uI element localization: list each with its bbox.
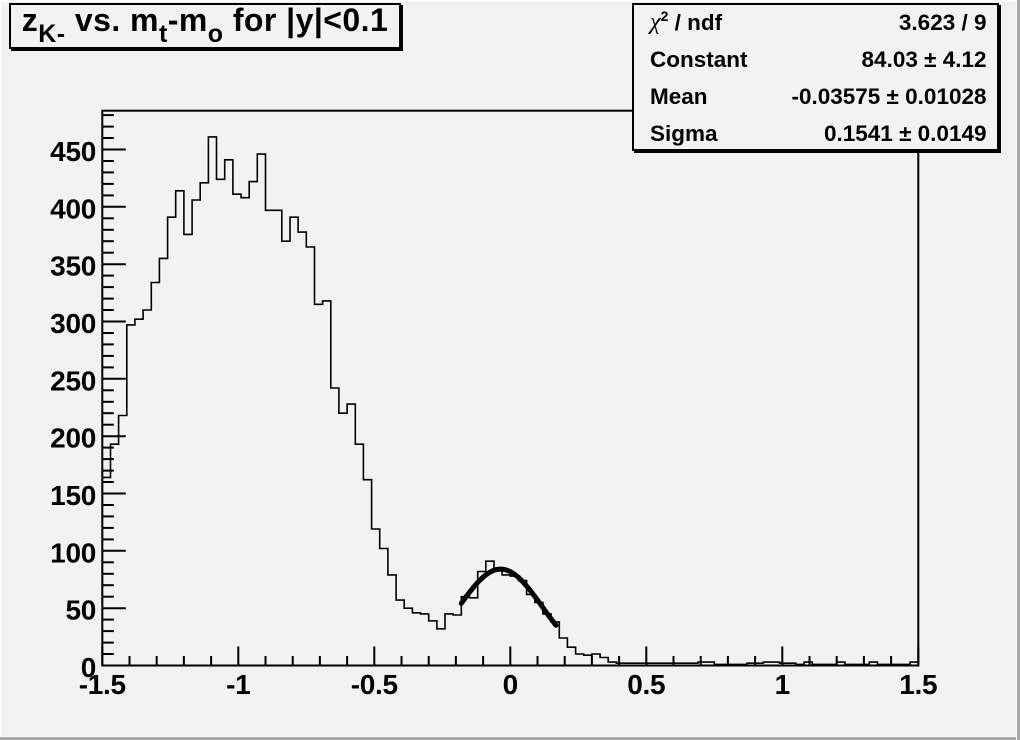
svg-text:0: 0 (81, 652, 96, 683)
svg-text:0: 0 (503, 669, 518, 700)
svg-text:0.5: 0.5 (627, 669, 665, 700)
svg-text:300: 300 (50, 308, 96, 339)
svg-text:-1.5: -1.5 (79, 669, 126, 700)
svg-text:200: 200 (50, 423, 96, 454)
svg-text:400: 400 (50, 193, 96, 224)
svg-text:250: 250 (50, 365, 96, 396)
svg-text:50: 50 (65, 595, 96, 626)
svg-text:450: 450 (50, 136, 96, 167)
svg-text:150: 150 (50, 480, 96, 511)
svg-text:-0.5: -0.5 (351, 669, 398, 700)
svg-text:350: 350 (50, 251, 96, 282)
svg-text:1: 1 (775, 669, 790, 700)
svg-text:100: 100 (50, 537, 96, 568)
svg-text:-1: -1 (226, 669, 250, 700)
svg-text:1.5: 1.5 (899, 669, 937, 700)
